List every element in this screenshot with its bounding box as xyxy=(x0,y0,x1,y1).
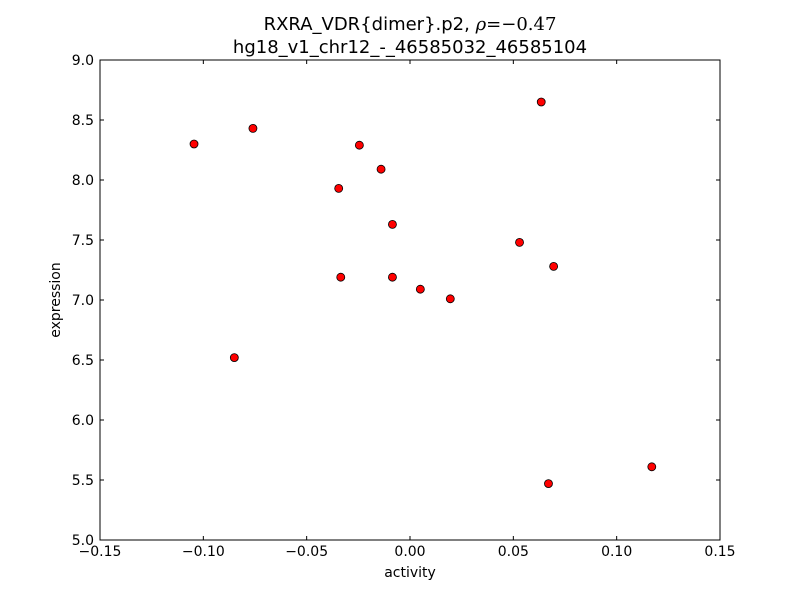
x-axis-label: activity xyxy=(384,565,436,581)
data-point xyxy=(536,97,546,107)
y-axis-label: expression xyxy=(48,262,64,338)
x-tick-label: −0.05 xyxy=(285,544,328,560)
data-point xyxy=(415,284,425,294)
chart-title-line1: RXRA_VDR{dimer}.p2, ρ=−0.47 xyxy=(264,14,557,35)
data-point xyxy=(354,140,364,150)
chart-title-rho-value: =−0.47 xyxy=(486,14,556,35)
y-tick-label: 8.0 xyxy=(72,173,94,189)
x-tick-label: −0.10 xyxy=(182,544,225,560)
data-point xyxy=(189,139,199,149)
data-point xyxy=(334,183,344,193)
x-tick-label: 0.10 xyxy=(601,544,632,560)
y-tick-label: 5.0 xyxy=(72,533,94,549)
data-point xyxy=(248,123,258,133)
y-tick-label: 5.5 xyxy=(72,473,94,489)
data-point xyxy=(376,164,386,174)
x-tick-label: 0.05 xyxy=(498,544,529,560)
y-tick-label: 7.5 xyxy=(72,233,94,249)
y-tick-label: 6.0 xyxy=(72,413,94,429)
data-point xyxy=(515,237,524,247)
x-tick-label: 0.15 xyxy=(704,544,735,560)
chart-title-line2: hg18_v1_chr12_-_46585032_46585104 xyxy=(233,37,587,58)
x-tick-label: 0.00 xyxy=(394,544,425,560)
data-point xyxy=(544,479,553,489)
x-tick-label: −0.15 xyxy=(79,544,122,560)
plot-area xyxy=(99,59,721,541)
y-tick-label: 6.5 xyxy=(72,353,94,369)
y-tick-label: 7.0 xyxy=(72,293,94,309)
y-tick-label: 8.5 xyxy=(72,113,94,129)
data-point xyxy=(229,353,239,363)
data-point xyxy=(445,294,455,304)
data-point xyxy=(388,272,397,282)
data-point xyxy=(549,261,559,271)
data-points xyxy=(189,97,657,489)
chart-title-prefix: RXRA_VDR{dimer}.p2, xyxy=(264,14,476,35)
data-point xyxy=(336,272,346,282)
y-axis-ticks: 5.0 5.5 6.0 6.5 7.0 7.5 8.0 8.5 9.0 xyxy=(72,53,720,549)
data-point xyxy=(388,219,397,229)
chart-title-rho: ρ xyxy=(475,14,487,35)
y-tick-label: 9.0 xyxy=(72,53,94,69)
x-axis-ticks: −0.15 −0.10 −0.05 0.00 0.05 0.10 0.15 xyxy=(79,60,736,560)
data-point xyxy=(647,462,657,472)
